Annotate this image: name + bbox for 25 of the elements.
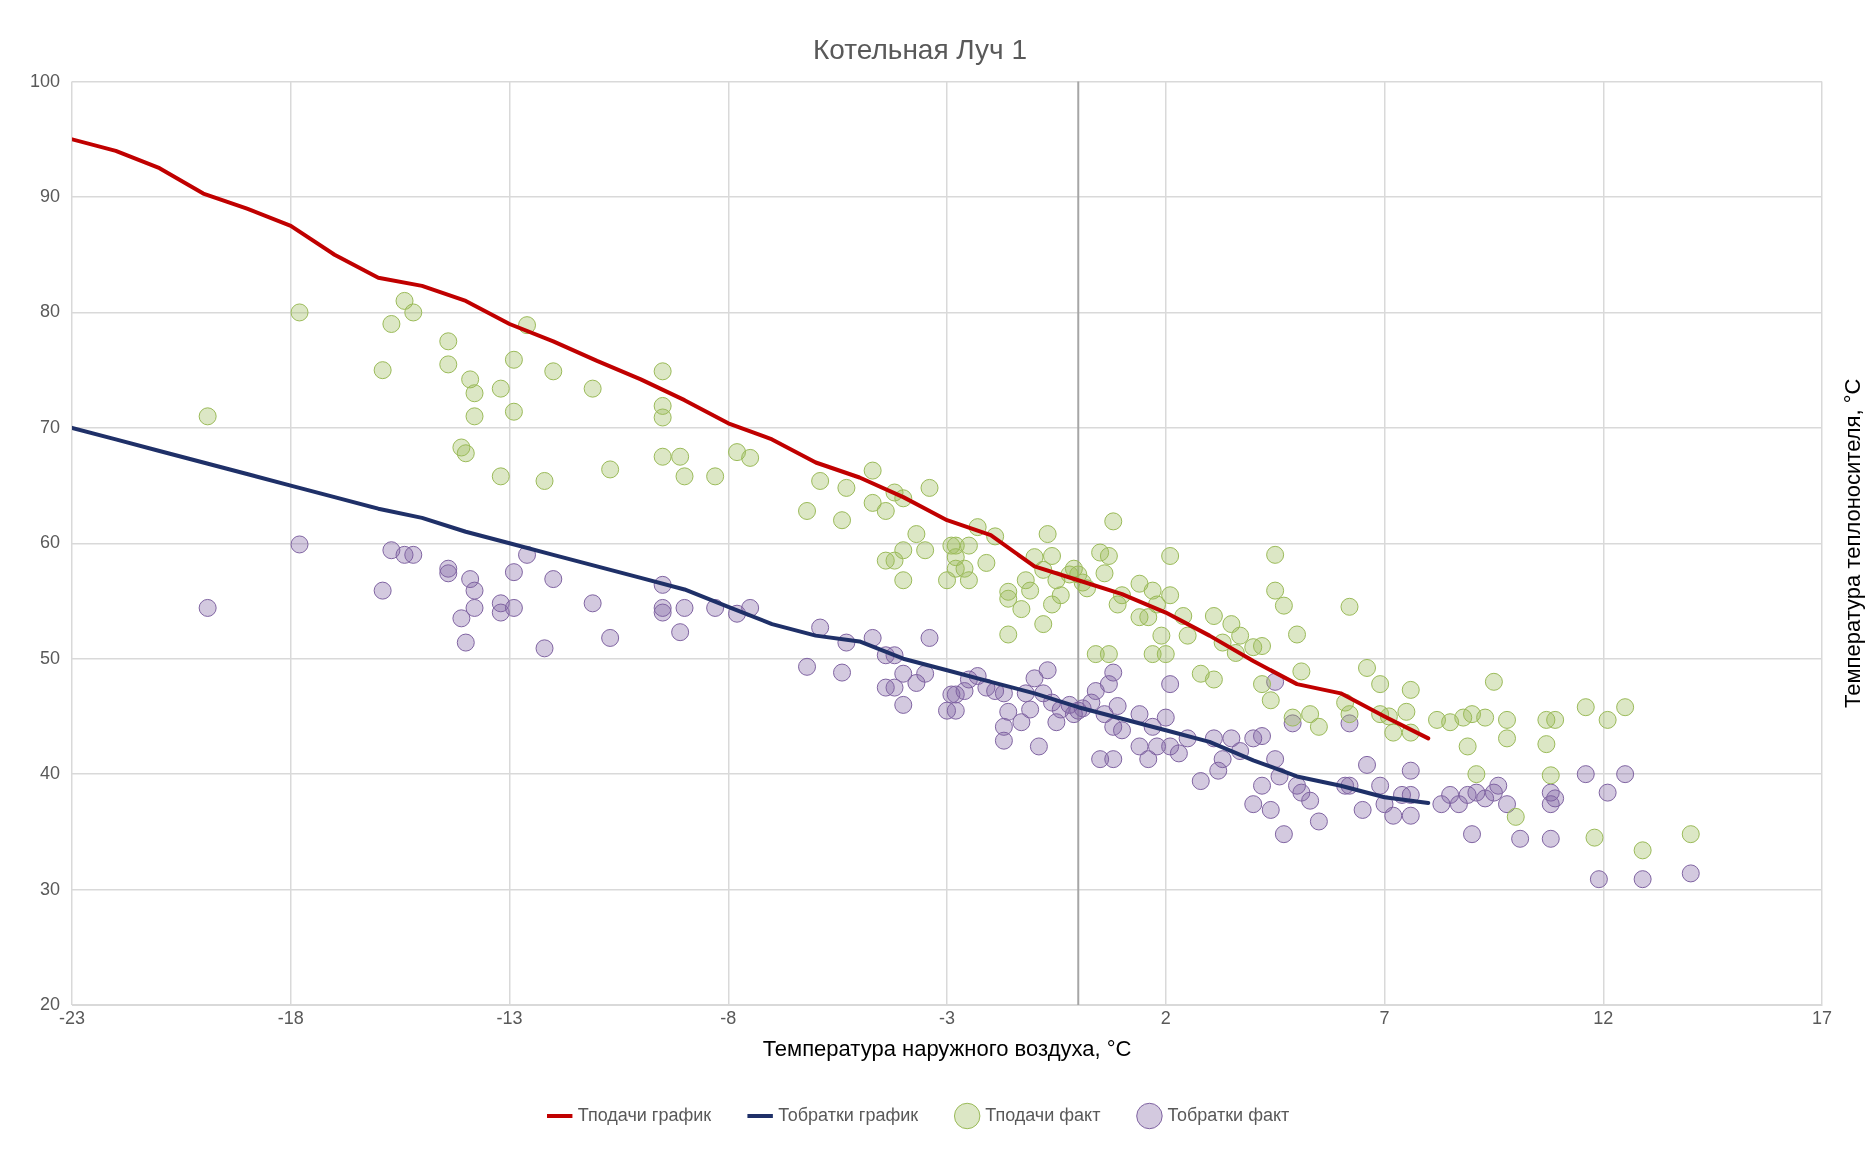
chart-title: Котельная Луч 1 bbox=[813, 33, 1027, 65]
x-tick-label: -13 bbox=[496, 1007, 523, 1028]
y-tick-label: 90 bbox=[40, 185, 61, 206]
x-tick-label: -18 bbox=[277, 1007, 304, 1028]
y-tick-label: 100 bbox=[29, 70, 61, 91]
x-tick-label: -8 bbox=[720, 1007, 737, 1028]
legend-label: Тобратки факт bbox=[1167, 1104, 1290, 1125]
legend-label: Тподачи факт bbox=[985, 1104, 1101, 1125]
y-tick-label: 60 bbox=[40, 532, 61, 553]
y-tick-label: 50 bbox=[40, 647, 61, 668]
y-tick-label: 30 bbox=[40, 878, 61, 899]
y-tick-label: 20 bbox=[40, 993, 61, 1014]
x-tick-label: -23 bbox=[59, 1007, 86, 1028]
x-tick-label: -3 bbox=[939, 1007, 956, 1028]
x-tick-label: 2 bbox=[1160, 1007, 1171, 1028]
x-axis-title: Температура наружного воздуха, °С bbox=[762, 1035, 1132, 1061]
y-tick-label: 40 bbox=[40, 763, 61, 784]
legend-label: Тобратки график bbox=[778, 1104, 919, 1125]
x-tick-label: 7 bbox=[1379, 1007, 1390, 1028]
y-axis-title: Температура теплоносителя, °С bbox=[1840, 378, 1866, 708]
x-tick-label: 17 bbox=[1811, 1007, 1833, 1028]
legend-label: Тподачи график bbox=[577, 1104, 712, 1125]
x-tick-label: 12 bbox=[1593, 1007, 1614, 1028]
y-tick-label: 70 bbox=[40, 416, 61, 437]
y-tick-label: 80 bbox=[40, 301, 61, 322]
